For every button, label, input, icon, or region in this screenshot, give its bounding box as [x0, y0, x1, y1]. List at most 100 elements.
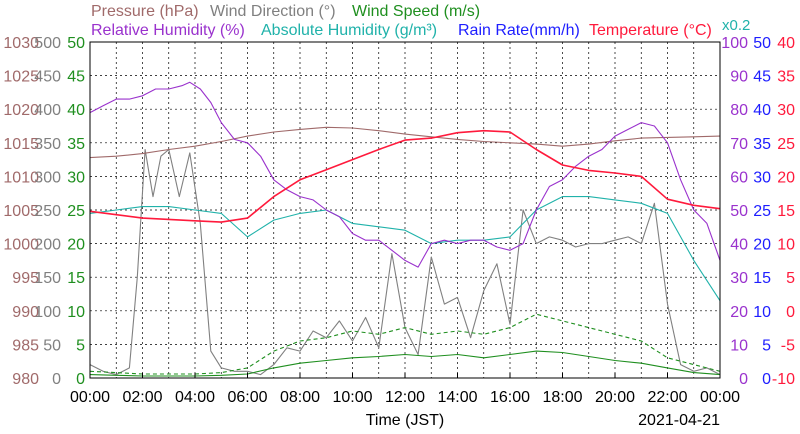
x-tick-label: 10:00 — [332, 389, 372, 406]
relative-humidity-tick-label: 70 — [730, 136, 748, 153]
rain-rate-tick-label: 30 — [753, 169, 771, 186]
series-line — [89, 148, 721, 376]
temperature-tick-label: -10 — [772, 371, 795, 388]
temperature-tick-label: 15 — [777, 203, 795, 220]
series-line — [89, 196, 721, 301]
x-tick-label: 22:00 — [647, 389, 687, 406]
wind-speed-tick-label: 45 — [67, 69, 85, 86]
relative-humidity-tick-label: 0 — [739, 371, 748, 388]
legend-row-1: Pressure (hPa) Wind Direction (°) Wind S… — [91, 3, 480, 20]
x-tick-label: 14:00 — [437, 389, 477, 406]
wind-speed-tick-label: 25 — [67, 203, 85, 220]
relative-humidity-tick-label: 10 — [730, 337, 748, 354]
pressure-tick-label: 980 — [12, 371, 39, 388]
rain-rate-tick-label: 10 — [753, 304, 771, 321]
rain-rate-tick-label: 40 — [753, 102, 771, 119]
temperature-tick-label: 35 — [777, 69, 795, 86]
wind-speed-tick-label: 0 — [76, 371, 85, 388]
legend-wind-speed: Wind Speed (m/s) — [352, 3, 480, 20]
x-axis: 00:00 02:00 04:00 06:00 08:00 10:00 12:00 14:00… — [70, 373, 740, 406]
wind-speed-tick-label: 15 — [67, 270, 85, 287]
relative-humidity-tick-label: 80 — [730, 102, 748, 119]
pressure-tick-label: 995 — [12, 270, 39, 287]
x-tick-label: 00:00 — [700, 389, 740, 406]
wind-speed-tick-label: 35 — [67, 136, 85, 153]
wind-speed-tick-label: 20 — [67, 237, 85, 254]
right-axes: 1009080706050403020100504540353025201510… — [721, 35, 795, 388]
relative-humidity-tick-label: 100 — [721, 35, 748, 52]
legend-temperature: Temperature (°C) — [589, 22, 712, 39]
x-tick-label: 06:00 — [227, 389, 267, 406]
wind-direction-tick-label: 450 — [34, 69, 61, 86]
rain-rate-tick-label: 50 — [753, 35, 771, 52]
relative-humidity-tick-label: 50 — [730, 203, 748, 220]
pressure-tick-label: 985 — [12, 337, 39, 354]
x-axis-label: Time (JST) — [366, 412, 445, 429]
x-tick-label: 04:00 — [175, 389, 215, 406]
legend-relative-humidity: Relative Humidity (%) — [91, 22, 245, 39]
legend-row-2: Relative Humidity (%) Absolute Humidity … — [91, 17, 750, 39]
pressure-tick-label: 1015 — [3, 136, 39, 153]
wind-direction-tick-label: 300 — [34, 169, 61, 186]
wind-direction-tick-label: 400 — [34, 102, 61, 119]
x-tick-label: 02:00 — [122, 389, 162, 406]
wind-speed-tick-label: 10 — [67, 304, 85, 321]
pressure-tick-label: 1000 — [3, 237, 39, 254]
x-tick-label: 18:00 — [542, 389, 582, 406]
legend-rain-rate: Rain Rate(mm/h) — [458, 22, 580, 39]
pressure-tick-label: 1025 — [3, 69, 39, 86]
temperature-tick-label: -5 — [781, 337, 795, 354]
legend-absolute-humidity: Absolute Humidity (g/m³) — [261, 22, 437, 39]
temperature-tick-label: 40 — [777, 35, 795, 52]
x-tick-label: 00:00 — [70, 389, 110, 406]
x-tick-label: 12:00 — [385, 389, 425, 406]
relative-humidity-tick-label: 60 — [730, 169, 748, 186]
rain-rate-tick-label: 25 — [753, 203, 771, 220]
x-tick-label: 20:00 — [595, 389, 635, 406]
wind-speed-tick-label: 30 — [67, 169, 85, 186]
pressure-tick-label: 990 — [12, 304, 39, 321]
wind-direction-tick-label: 500 — [34, 35, 61, 52]
temperature-tick-label: 10 — [777, 237, 795, 254]
relative-humidity-tick-label: 20 — [730, 304, 748, 321]
wind-speed-tick-label: 50 — [67, 35, 85, 52]
rain-rate-tick-label: 0 — [762, 371, 771, 388]
left-axes: 1030102510201015101010051000995990985980… — [3, 35, 85, 388]
date-label: 2021-04-21 — [638, 412, 720, 429]
pressure-tick-label: 1005 — [3, 203, 39, 220]
series-line — [89, 129, 721, 223]
x-tick-label: 08:00 — [280, 389, 320, 406]
wind-direction-tick-label: 50 — [43, 337, 61, 354]
wind-direction-tick-label: 200 — [34, 237, 61, 254]
temperature-tick-label: 25 — [777, 136, 795, 153]
wind-speed-tick-label: 5 — [76, 337, 85, 354]
temperature-tick-label: 5 — [786, 270, 795, 287]
rain-rate-tick-label: 5 — [762, 337, 771, 354]
series-line — [89, 126, 721, 159]
relative-humidity-tick-label: 40 — [730, 237, 748, 254]
wind-direction-tick-label: 250 — [34, 203, 61, 220]
wind-speed-tick-label: 40 — [67, 102, 85, 119]
pressure-tick-label: 1010 — [3, 169, 39, 186]
rain-rate-tick-label: 15 — [753, 270, 771, 287]
temperature-tick-label: 20 — [777, 169, 795, 186]
wind-direction-tick-label: 150 — [34, 270, 61, 287]
temperature-tick-label: 0 — [786, 304, 795, 321]
rain-rate-tick-label: 45 — [753, 69, 771, 86]
legend-wind-direction: Wind Direction (°) — [210, 3, 336, 20]
wind-direction-tick-label: 0 — [52, 371, 61, 388]
legend-pressure: Pressure (hPa) — [91, 3, 199, 20]
rain-rate-tick-label: 20 — [753, 237, 771, 254]
x-tick-label: 16:00 — [490, 389, 530, 406]
temperature-tick-label: 30 — [777, 102, 795, 119]
grid — [90, 42, 720, 378]
relative-humidity-tick-label: 30 — [730, 270, 748, 287]
pressure-tick-label: 1030 — [3, 35, 39, 52]
series-line — [89, 81, 721, 268]
relative-humidity-tick-label: 90 — [730, 69, 748, 86]
legend-scale-note: x0.2 — [722, 17, 750, 34]
wind-direction-tick-label: 100 — [34, 304, 61, 321]
wind-direction-tick-label: 350 — [34, 136, 61, 153]
rain-rate-tick-label: 35 — [753, 136, 771, 153]
